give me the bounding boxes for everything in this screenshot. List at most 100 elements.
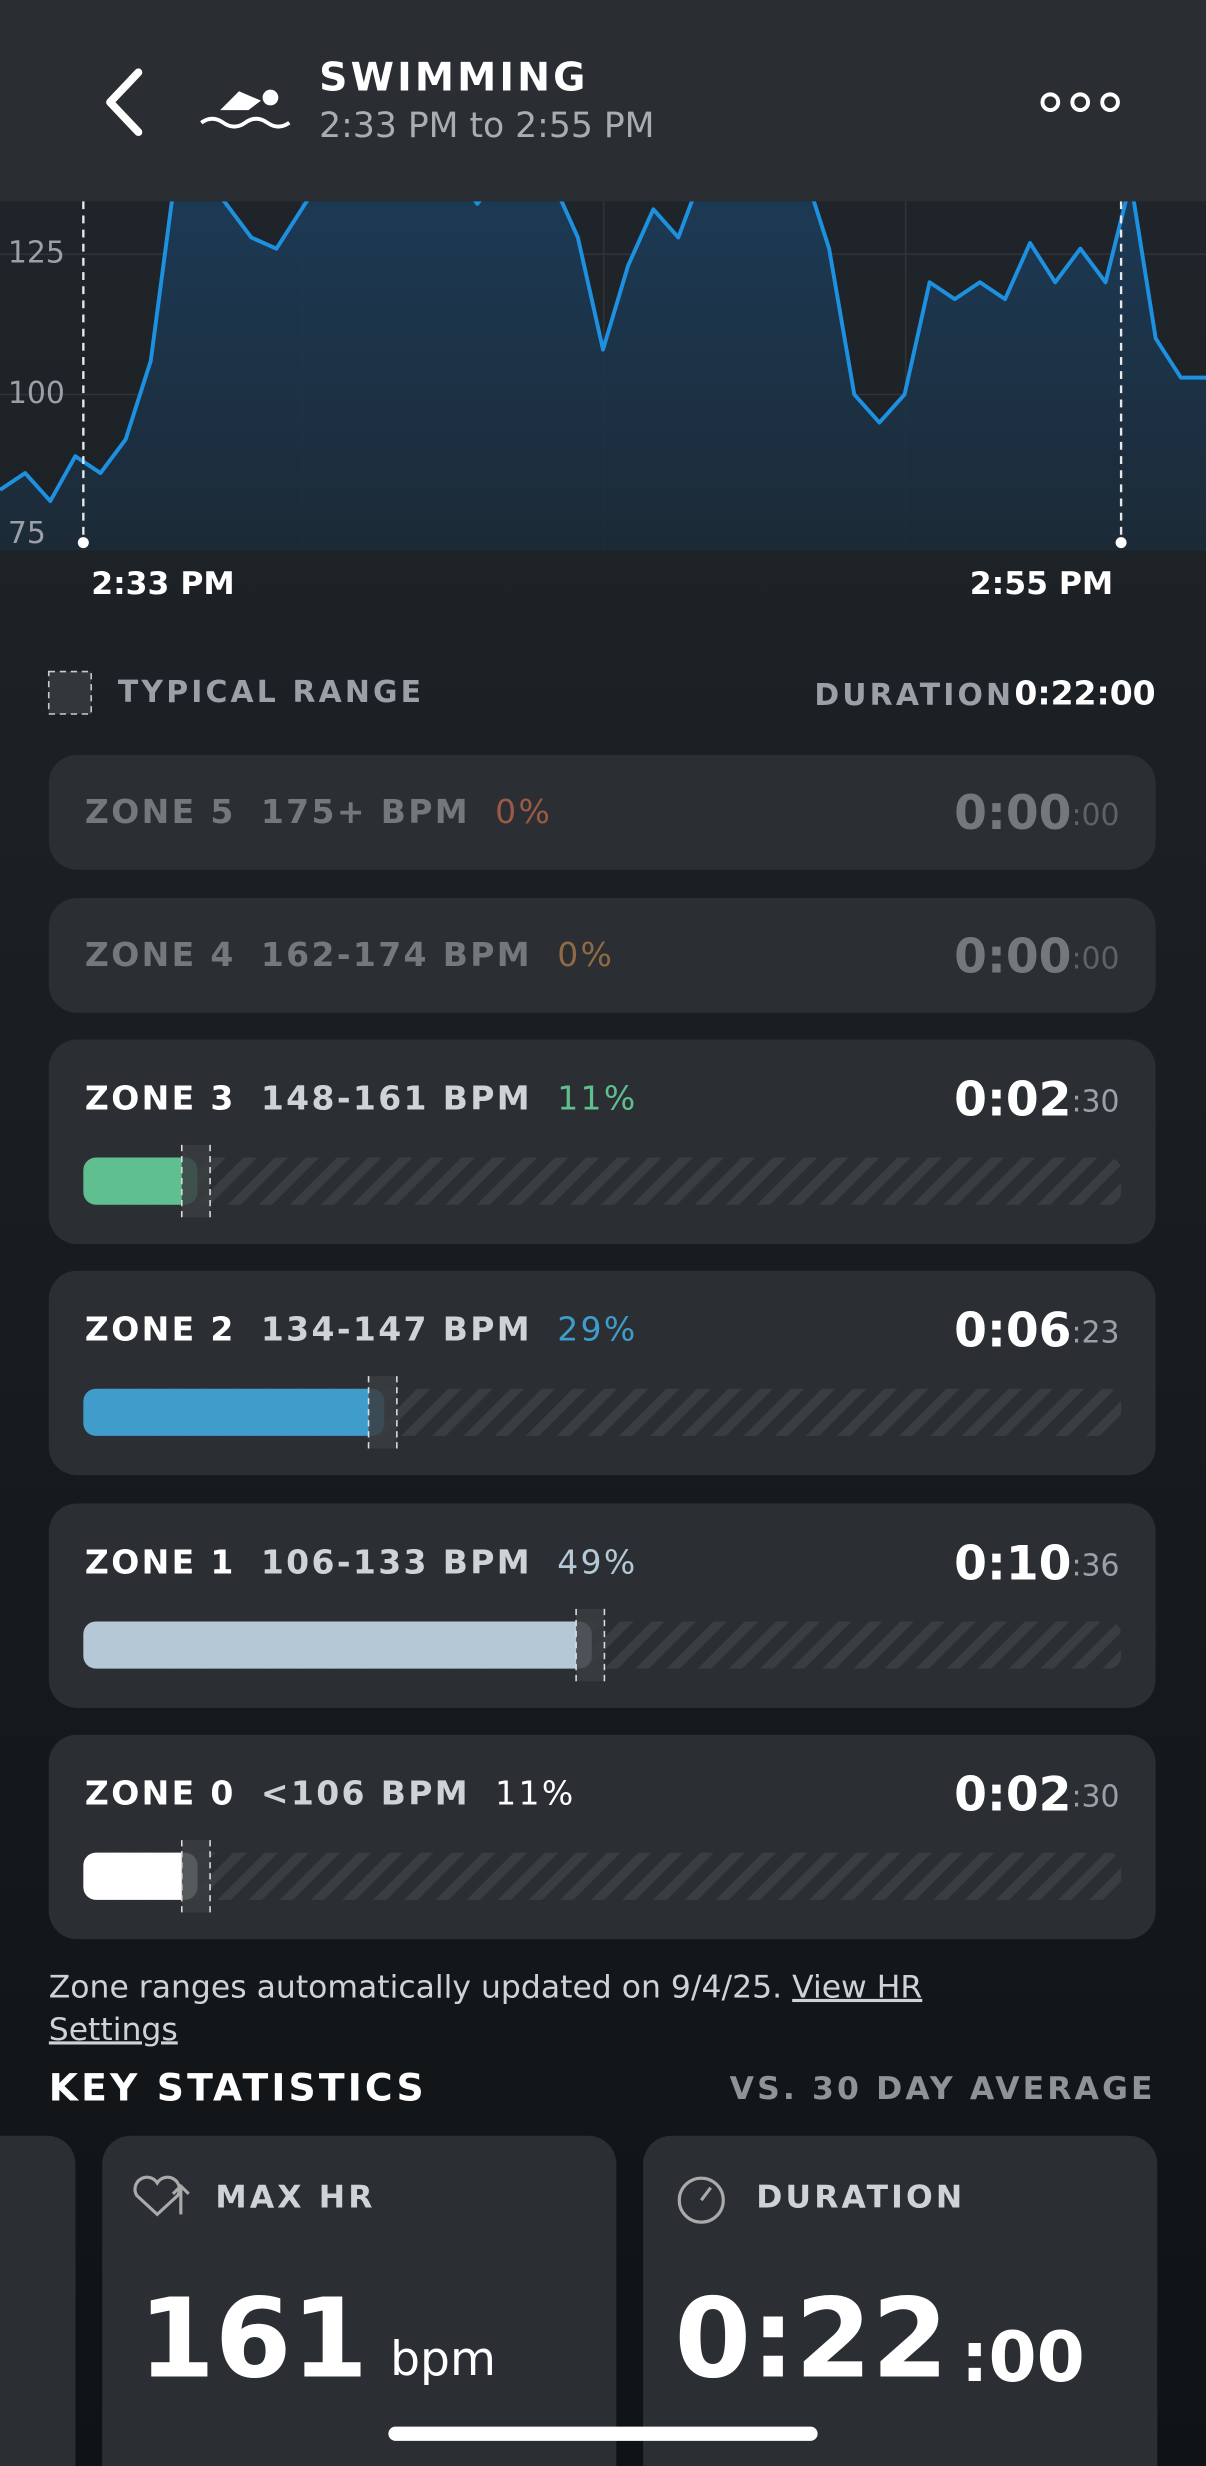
- hr-settings-link[interactable]: View HR Settings: [48, 1967, 923, 2048]
- zone-track: [83, 1852, 1122, 1900]
- zone-label: ZONE 3 148-161 BPM 11%: [85, 1078, 638, 1117]
- zone-name: ZONE 4: [85, 935, 236, 974]
- zone-time: 0:00:00: [954, 929, 1119, 984]
- zone-time: 0:00:00: [954, 786, 1119, 841]
- stat-number: 0:22: [675, 2275, 949, 2403]
- zone-time-main: 0:06: [954, 1304, 1071, 1359]
- zone-time: 0:02:30: [954, 1768, 1119, 1823]
- footnote-text: Zone ranges automatically updated on 9/4…: [49, 1966, 1024, 2051]
- stat-unit: bpm: [390, 2332, 496, 2387]
- zone-name: ZONE 2: [85, 1309, 236, 1348]
- zone-bar: [83, 1388, 385, 1436]
- zone-bar: [83, 1852, 198, 1900]
- activity-title: SWIMMING: [319, 56, 588, 101]
- zone-range: 175+ BPM: [261, 792, 470, 831]
- zone-card-bg: [48, 1734, 1156, 1940]
- stat-label: DURATION: [756, 2180, 965, 2216]
- zone-card-bg: [48, 898, 1156, 1013]
- stat-cards: MAX HR 161 bpm DURATION 0:22:00: [102, 2135, 1158, 2466]
- y-tick-label: 100: [8, 376, 65, 411]
- zone-percent: 49%: [557, 1542, 637, 1581]
- typical-range-marker: [576, 1608, 605, 1682]
- zone-label: ZONE 4 162-174 BPM 0%: [85, 935, 614, 974]
- zone-time-seconds: :30: [1071, 1779, 1119, 1814]
- zone-time-main: 0:10: [954, 1536, 1071, 1591]
- zone-percent: 11%: [495, 1773, 575, 1812]
- zone-label: ZONE 2 134-147 BPM 29%: [85, 1309, 638, 1348]
- zone-range: <106 BPM: [261, 1773, 470, 1812]
- zone-time-seconds: :30: [1071, 1084, 1119, 1119]
- y-tick-label: 125: [8, 236, 65, 271]
- activity-time: 2:33 PM to 2:55 PM: [319, 106, 654, 146]
- zone-card[interactable]: ZONE 1 106-133 BPM 49% 0:10:36: [48, 1503, 1156, 1708]
- y-tick-label: 75: [8, 516, 46, 551]
- zone-percent: 11%: [557, 1078, 637, 1117]
- typical-range-marker: [368, 1376, 397, 1449]
- stat-card[interactable]: MAX HR 161 bpm: [102, 2135, 617, 2466]
- zone-card-bg: [48, 1039, 1156, 1245]
- zone-time-seconds: :00: [1071, 941, 1119, 976]
- more-menu[interactable]: [1040, 92, 1120, 113]
- zone-card[interactable]: ZONE 5 175+ BPM 0% 0:00:00: [48, 754, 1156, 870]
- hr-line: [0, 201, 1206, 504]
- stat-card[interactable]: DURATION 0:22:00: [643, 2135, 1158, 2466]
- zone-card[interactable]: ZONE 3 148-161 BPM 11% 0:02:30: [48, 1039, 1156, 1245]
- zone-range: 148-161 BPM: [261, 1078, 532, 1117]
- time-label: 2:33 PM: [91, 566, 234, 602]
- zone-percent: 29%: [557, 1309, 637, 1348]
- header-bar: [0, 0, 1206, 202]
- zone-bar: [83, 1621, 592, 1669]
- zone-card[interactable]: ZONE 0 <106 BPM 11% 0:02:30: [48, 1734, 1156, 1940]
- swim-icon: [200, 89, 291, 129]
- zone-time: 0:06:23: [954, 1304, 1119, 1359]
- home-indicator: [388, 2426, 818, 2441]
- zone-time-seconds: :23: [1071, 1315, 1119, 1350]
- zone-time: 0:02:30: [954, 1072, 1119, 1127]
- section-title: KEY STATISTICS: [49, 2066, 427, 2110]
- stat-number: 161: [138, 2275, 368, 2403]
- zone-range: 134-147 BPM: [261, 1309, 532, 1348]
- zone-label: ZONE 5 175+ BPM 0%: [85, 792, 552, 831]
- stat-card-partial[interactable]: [0, 2135, 76, 2466]
- timer-icon: [677, 2176, 725, 2224]
- zone-card[interactable]: ZONE 2 134-147 BPM 29% 0:06:23: [48, 1270, 1156, 1476]
- zone-name: ZONE 5: [85, 792, 236, 831]
- stat-unit: :00: [961, 2318, 1085, 2398]
- zone-label: ZONE 0 <106 BPM 11%: [85, 1773, 576, 1812]
- zone-time-main: 0:02: [954, 1072, 1071, 1127]
- stat-value: 0:22:00: [675, 2275, 1085, 2403]
- hr-area: [0, 201, 1206, 551]
- duration-value: 0:22:00: [1014, 674, 1155, 713]
- zone-time-seconds: :36: [1071, 1548, 1119, 1583]
- stat-label: MAX HR: [215, 2180, 375, 2216]
- typical-range-marker: [181, 1840, 211, 1913]
- zone-time-seconds: :00: [1071, 798, 1119, 833]
- session-marker-dot: [77, 537, 89, 549]
- hr-chart: 75 100 125 2:33 PM 2:55 PM: [0, 201, 1206, 602]
- zone-time-main: 0:00: [954, 786, 1071, 841]
- back-button[interactable]: [106, 68, 143, 137]
- zone-time-main: 0:00: [954, 929, 1071, 984]
- typical-range-marker: [181, 1144, 211, 1218]
- stat-card-bg: [102, 2135, 617, 2466]
- zone-range: 106-133 BPM: [261, 1542, 532, 1581]
- typical-range-swatch: [47, 670, 92, 715]
- zone-percent: 0%: [557, 935, 614, 974]
- legend-label: TYPICAL RANGE: [118, 675, 424, 710]
- time-label: 2:55 PM: [970, 566, 1113, 602]
- session-marker-dot: [1115, 537, 1127, 549]
- zone-name: ZONE 3: [85, 1078, 236, 1117]
- stat-value: 161 bpm: [138, 2275, 496, 2403]
- zone-track: [83, 1157, 1122, 1205]
- zone-time-main: 0:02: [954, 1768, 1071, 1823]
- zone-card-bg: [48, 754, 1156, 870]
- section-comparison: VS. 30 DAY AVERAGE: [730, 2071, 1156, 2107]
- zone-card-bg: [48, 1270, 1156, 1476]
- plot-area: [0, 201, 1206, 551]
- zone-percent: 0%: [495, 792, 552, 831]
- zone-card[interactable]: ZONE 4 162-174 BPM 0% 0:00:00: [48, 898, 1156, 1013]
- zone-name: ZONE 0: [85, 1773, 236, 1812]
